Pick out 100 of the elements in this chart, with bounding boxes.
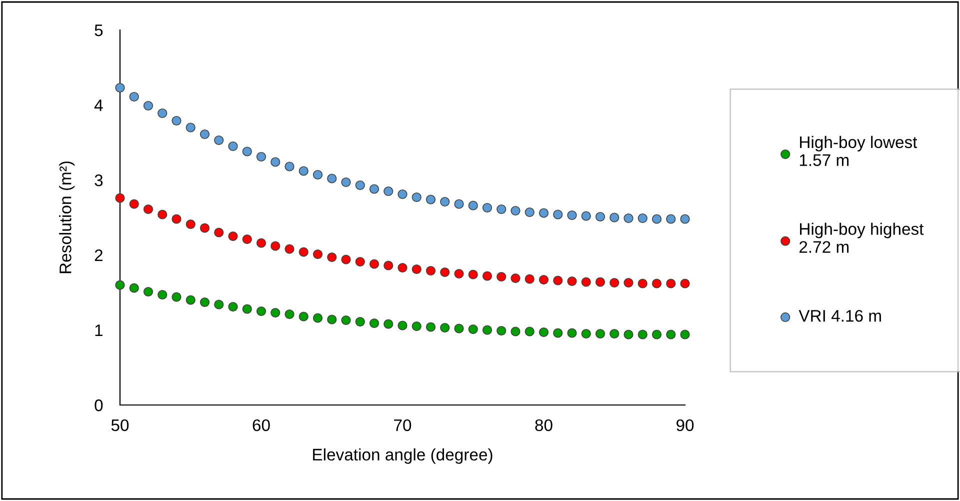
point	[228, 141, 238, 152]
point	[158, 290, 168, 300]
point	[355, 256, 365, 267]
point	[398, 189, 408, 200]
point	[538, 327, 549, 338]
point	[412, 192, 422, 202]
point	[186, 219, 196, 230]
point	[524, 326, 534, 336]
point	[270, 157, 280, 167]
point	[256, 152, 266, 162]
legend-label: High-boy highest 2.72 m	[800, 222, 924, 253]
point	[610, 328, 620, 339]
point	[355, 316, 365, 327]
point	[680, 278, 690, 288]
point	[595, 212, 606, 222]
point	[115, 280, 125, 290]
y-tick-label: 3	[94, 174, 103, 186]
point	[143, 286, 154, 297]
point	[284, 244, 294, 254]
point	[369, 259, 380, 269]
point	[129, 283, 139, 293]
x-tick-label: 60	[252, 419, 270, 432]
point	[496, 326, 506, 336]
point	[200, 129, 210, 140]
point	[256, 306, 266, 316]
point	[581, 211, 591, 221]
point	[115, 82, 125, 93]
point	[440, 267, 450, 278]
x-tick-label: 70	[394, 419, 412, 432]
point	[426, 266, 436, 276]
point	[468, 200, 478, 210]
point	[270, 308, 280, 318]
point	[524, 207, 534, 218]
point	[652, 330, 662, 340]
point	[624, 278, 634, 288]
point	[341, 254, 351, 264]
point	[214, 135, 224, 146]
y-tick-label: 1	[95, 324, 103, 336]
point	[538, 274, 549, 285]
point	[298, 166, 308, 176]
point	[567, 276, 577, 286]
point	[624, 330, 634, 340]
x-tick-label: 80	[535, 419, 552, 432]
legend-label: High-boy lowest 1.57 m	[800, 136, 918, 166]
point	[440, 322, 450, 333]
point	[510, 206, 520, 216]
point	[666, 330, 676, 340]
point	[270, 241, 280, 251]
point	[384, 260, 394, 270]
point	[482, 202, 492, 213]
point	[327, 252, 337, 262]
point	[327, 174, 337, 184]
point	[524, 274, 534, 284]
point	[510, 273, 520, 284]
point	[129, 199, 139, 209]
point	[652, 214, 662, 224]
point	[680, 330, 690, 340]
x-tick-label: 50	[111, 419, 129, 432]
point	[158, 210, 168, 220]
point	[200, 297, 210, 308]
point	[115, 193, 125, 203]
point	[341, 177, 351, 188]
point	[666, 214, 676, 224]
y-tick-label: 5	[94, 24, 103, 36]
point	[426, 322, 436, 332]
point	[454, 268, 464, 279]
point	[595, 328, 606, 339]
point	[553, 210, 563, 220]
point	[143, 100, 154, 111]
point	[158, 108, 168, 118]
point	[242, 146, 252, 156]
point	[426, 194, 436, 204]
point	[666, 278, 676, 288]
y-tick-label: 0	[94, 399, 103, 412]
point	[610, 212, 620, 222]
point	[284, 309, 294, 320]
point	[567, 210, 577, 220]
point	[581, 328, 591, 339]
point	[312, 313, 323, 323]
point	[595, 277, 606, 287]
point	[398, 262, 408, 273]
legend-label: VRI 4.16 m	[798, 310, 881, 322]
point	[384, 319, 394, 329]
point	[355, 180, 365, 190]
point	[680, 214, 690, 224]
point	[581, 277, 591, 287]
point	[567, 328, 577, 338]
y-tick-label: 4	[94, 100, 103, 112]
point	[129, 92, 139, 102]
point	[553, 328, 563, 338]
point	[610, 278, 620, 288]
point	[298, 312, 308, 322]
point	[510, 326, 520, 336]
point	[341, 315, 351, 326]
point	[412, 264, 422, 274]
point	[369, 318, 380, 328]
point	[312, 249, 323, 260]
point	[186, 122, 196, 132]
point	[143, 204, 154, 214]
point	[638, 278, 648, 288]
